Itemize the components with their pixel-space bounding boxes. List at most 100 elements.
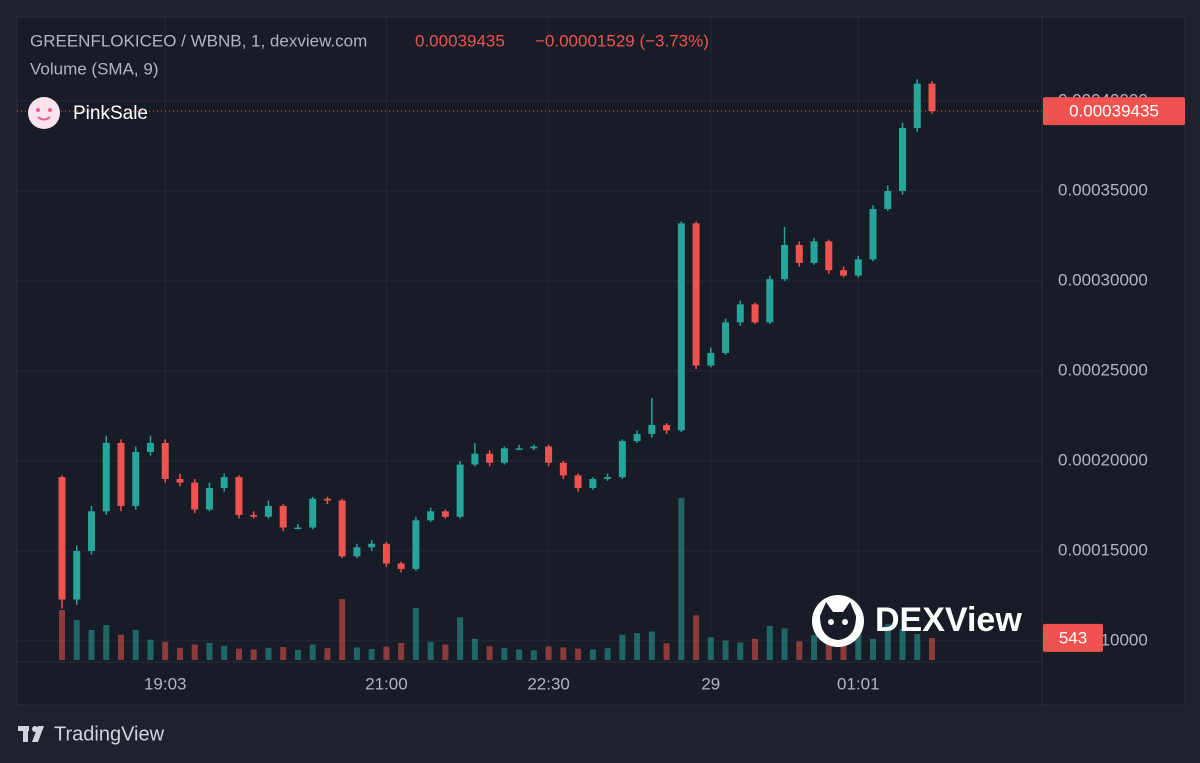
volume-bar bbox=[486, 646, 493, 660]
volume-bar bbox=[103, 625, 110, 660]
volume-bar bbox=[88, 629, 95, 660]
chart-frame bbox=[16, 16, 1186, 706]
candle-body bbox=[235, 477, 243, 515]
volume-layer bbox=[59, 497, 935, 660]
last-price-tag-label: 0.00039435 bbox=[1069, 102, 1159, 121]
candle-body bbox=[294, 527, 302, 530]
volume-bar bbox=[280, 646, 287, 660]
volume-bar bbox=[250, 649, 257, 660]
candle-body bbox=[530, 446, 538, 449]
candle-layer bbox=[58, 79, 936, 609]
volume-bar bbox=[442, 644, 449, 660]
candle-body bbox=[382, 543, 390, 564]
volume-bar bbox=[412, 607, 419, 660]
candle-body bbox=[250, 514, 258, 517]
volume-bar bbox=[693, 615, 700, 660]
candle-body bbox=[928, 83, 936, 112]
candle-body bbox=[264, 505, 272, 517]
volume-bar bbox=[545, 646, 552, 660]
volume-bar bbox=[206, 642, 213, 660]
volume-bar bbox=[516, 649, 523, 660]
candle-body bbox=[368, 543, 376, 548]
volume-bar bbox=[663, 643, 670, 660]
candle-body bbox=[545, 446, 553, 463]
candle-body bbox=[500, 448, 508, 463]
candle-body bbox=[456, 464, 464, 517]
volume-bar bbox=[722, 640, 729, 660]
volume-bar bbox=[59, 610, 65, 660]
volume-bar bbox=[383, 646, 390, 660]
volume-bar bbox=[309, 644, 316, 660]
grid bbox=[17, 17, 1042, 662]
volume-bar bbox=[147, 639, 154, 660]
candle-body bbox=[323, 498, 331, 501]
volume-bar bbox=[870, 638, 877, 660]
volume-bar bbox=[324, 648, 331, 660]
volume-bar bbox=[132, 629, 139, 660]
last-price-tag bbox=[1043, 97, 1185, 126]
candle-body bbox=[663, 424, 671, 431]
candle-body bbox=[73, 550, 81, 600]
pinksale-label: PinkSale bbox=[73, 103, 148, 124]
volume-bar bbox=[530, 650, 537, 660]
candle-body bbox=[854, 259, 862, 276]
x-tick-label: 01:01 bbox=[837, 674, 880, 693]
volume-bar bbox=[162, 641, 169, 660]
candle-body bbox=[146, 442, 154, 452]
candle-body bbox=[87, 511, 95, 551]
volume-bar bbox=[766, 625, 773, 660]
candle-body bbox=[58, 477, 66, 600]
volume-bar bbox=[619, 634, 626, 660]
volume-bar bbox=[752, 638, 759, 660]
candle-body bbox=[781, 244, 789, 280]
dexview-logo bbox=[812, 595, 864, 647]
last-price: 0.00039435 bbox=[415, 31, 505, 50]
volume-bar bbox=[339, 599, 346, 660]
volume-bar bbox=[73, 619, 80, 660]
volume-bar bbox=[191, 644, 198, 660]
candle-body bbox=[736, 304, 744, 323]
candle-body bbox=[309, 498, 317, 528]
volume-tag-label: 543 bbox=[1059, 628, 1087, 647]
candle-body bbox=[869, 208, 877, 260]
candle-body bbox=[132, 451, 140, 506]
volume-bar bbox=[235, 648, 242, 660]
candle-body bbox=[353, 547, 361, 557]
candle-body bbox=[899, 127, 907, 191]
volume-bar bbox=[678, 497, 685, 660]
volume-bar bbox=[840, 641, 847, 660]
candle-body bbox=[102, 442, 110, 512]
volume-bar bbox=[796, 641, 803, 660]
volume-bar bbox=[737, 642, 744, 660]
volume-bar bbox=[427, 641, 434, 660]
candle-body bbox=[412, 520, 420, 569]
candle-body bbox=[692, 223, 700, 366]
pinksale-logo bbox=[28, 97, 60, 129]
volume-bar bbox=[457, 617, 464, 660]
volume-bar bbox=[471, 638, 478, 660]
candle-body bbox=[810, 241, 818, 263]
volume-bar bbox=[265, 647, 272, 660]
y-tick-label: 0.00025000 bbox=[1058, 360, 1148, 379]
candle-body bbox=[117, 442, 125, 506]
price-change: −0.00001529 (−3.73%) bbox=[535, 31, 709, 50]
volume-bar bbox=[825, 642, 832, 660]
candle-body bbox=[766, 279, 774, 323]
candle-body bbox=[515, 448, 523, 450]
volume-bar bbox=[914, 633, 921, 660]
axis-layer: 0.000100000.000150000.000200000.00025000… bbox=[17, 90, 1185, 693]
volume-bar bbox=[707, 637, 714, 660]
candle-body bbox=[589, 478, 597, 488]
volume-bar bbox=[398, 642, 405, 660]
volume-tag bbox=[1043, 623, 1103, 652]
candle-body bbox=[441, 511, 449, 517]
candle-body bbox=[677, 223, 685, 431]
candle-body bbox=[427, 511, 435, 521]
x-tick-label: 29 bbox=[701, 674, 720, 693]
candle-body bbox=[825, 241, 833, 271]
volume-bar bbox=[117, 634, 124, 660]
x-tick-label: 21:00 bbox=[365, 674, 408, 693]
candle-body bbox=[471, 453, 479, 465]
